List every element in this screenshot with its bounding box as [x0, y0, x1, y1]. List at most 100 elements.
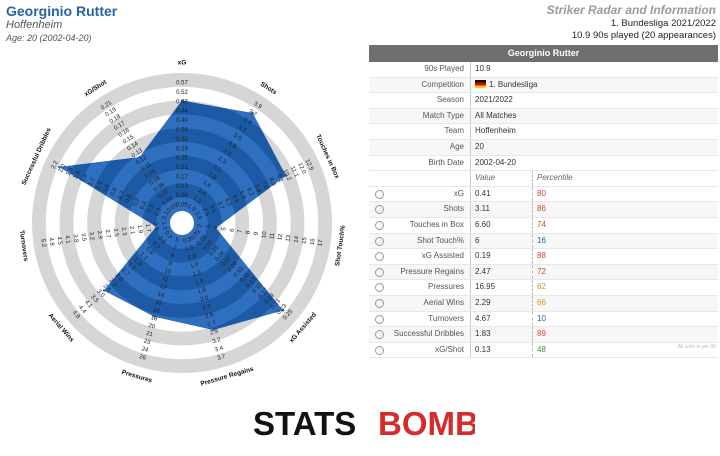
column-divider [532, 186, 533, 202]
radar-tick-label: 11.1 [289, 165, 299, 178]
column-divider [532, 295, 533, 311]
column-divider [470, 327, 471, 342]
info-value: 2002-04-20 [475, 157, 516, 167]
stat-value: 0.19 [475, 251, 491, 261]
info-label: Match Type [422, 110, 464, 120]
radar-tick-label: 7.6 [260, 180, 269, 191]
stat-percentile: 16 [537, 235, 546, 245]
radar-tick-label: 0.32 [176, 137, 188, 143]
header-right: Striker Radar and Information 1. Bundesl… [547, 3, 716, 42]
metric-icon [375, 314, 384, 324]
radar-center [170, 211, 194, 235]
column-divider [470, 124, 471, 139]
column-divider [470, 295, 471, 311]
radar-tick-label: 0.15 [122, 134, 136, 146]
radar-tick-label: 3.5 [89, 294, 99, 305]
radar-tick-label: 1.8 [66, 166, 75, 177]
column-divider [470, 155, 471, 171]
radar-tick-label: 13 [285, 234, 292, 242]
radar-tick-label: 2.2 [51, 159, 60, 170]
info-label: Competition [421, 79, 464, 89]
stat-percentile: 80 [537, 188, 546, 198]
radar-tick-label: 12.0 [296, 162, 307, 176]
radar-chart: 0.050.090.130.170.210.250.290.320.360.40… [18, 60, 347, 388]
stat-value: 4.67 [475, 313, 491, 323]
stat-row: Turnovers 4.67 10 [369, 311, 718, 328]
radar-point [153, 315, 156, 318]
column-divider [532, 217, 533, 233]
stat-percentile: 72 [537, 266, 546, 276]
radar-tick-label: 0.05 [166, 202, 180, 214]
radar-tick-label: 0.29 [176, 146, 188, 152]
column-divider [532, 342, 533, 358]
played-line: 10.9 90s played (20 appearances) [571, 30, 716, 41]
radar-tick-label: 0.17 [176, 174, 188, 180]
radar-point [281, 309, 285, 312]
radar-tick-label: 2.3 [120, 227, 127, 237]
radar-tick-label: 5 [221, 226, 228, 231]
column-divider [470, 249, 471, 264]
stat-value: 16.95 [475, 282, 496, 292]
radar-tick-label: 3.4 [214, 345, 224, 353]
radar-tick-label: 0.8 [187, 253, 197, 261]
info-label: 90s Played [424, 64, 464, 73]
radar-tick-label: 10 [261, 231, 268, 239]
radar-axis-label: Shots [259, 81, 278, 97]
radar-tick-label: 1.9 [193, 211, 202, 222]
stat-row: Shot Touch% 6 16 [369, 233, 718, 250]
info-value: 2021/2022 [475, 95, 513, 105]
stat-label: xG [453, 188, 464, 198]
radar-tick-label: 1.8 [207, 172, 218, 182]
radar-tick-label: 0.09 [176, 193, 188, 199]
radar-tick-label: 0.05 [176, 203, 188, 209]
stat-label: xG Assisted [421, 251, 464, 261]
logo-text-stats: STATS [253, 405, 356, 442]
info-value: Hoffenheim [475, 126, 516, 136]
radar-tick-label: 2.8 [227, 140, 238, 150]
radar-tick-label: 0.13 [131, 148, 145, 160]
stat-percentile: 10 [537, 313, 546, 323]
radar-tick-label: 12 [159, 284, 168, 292]
stat-value: 2.47 [475, 266, 491, 276]
radar-tick-label: 6 [229, 228, 236, 233]
stat-row: xG 0.41 80 [369, 186, 718, 203]
column-divider [470, 77, 471, 93]
column-divider [470, 139, 471, 155]
radar-tick-label: 7 [237, 229, 244, 234]
radar-tick-label: 0.25 [176, 156, 188, 162]
radar-tick-label: 6.9 [253, 184, 262, 195]
radar-tick-label: 1.8 [197, 287, 207, 295]
radar-tick-label: 3.5 [80, 233, 87, 243]
stat-label: xG/Shot [435, 344, 464, 354]
stat-row: Aerial Wins 2.29 66 [369, 295, 718, 312]
radar-axis-label: Shot Touch% [334, 225, 347, 267]
radar-tick-label: 7 [172, 245, 178, 252]
competition-line: 1. Bundesliga 2021/2022 [610, 18, 716, 29]
germany-flag-icon [475, 79, 486, 88]
metric-icon [375, 330, 384, 340]
radar-tick-label: 0.5 [157, 235, 167, 246]
stat-percentile: 86 [537, 204, 546, 214]
column-divider [470, 233, 471, 249]
radar-tick-label: 18 [150, 315, 159, 323]
radar-tick-label: 9 [254, 231, 261, 236]
radar-tick-label: 1.4 [196, 188, 207, 198]
radar-tick-label: 3.9 [252, 101, 263, 111]
radar-tick-label: 1.0 [95, 180, 104, 191]
column-divider [470, 202, 471, 217]
metric-icon [375, 298, 384, 308]
stat-percentile: 74 [537, 219, 546, 229]
radar-tick-label: 23 [143, 338, 152, 346]
column-divider [532, 327, 533, 342]
radar-axis-label: Turnovers [18, 230, 29, 262]
radar-tick-label: 0.40 [176, 118, 188, 124]
stat-percentile: 66 [537, 297, 546, 307]
statsbomb-logo: STATS BOMB [253, 405, 475, 442]
stat-label: Pressure Regains [400, 266, 464, 276]
radar-tick-label: 16 [152, 307, 161, 315]
column-divider [470, 311, 471, 327]
radar-tick-label: 2 [197, 223, 204, 228]
radar-tick-label: 0.44 [176, 109, 188, 115]
column-divider [532, 311, 533, 327]
radar-tick-label: 2.7 [104, 229, 111, 239]
